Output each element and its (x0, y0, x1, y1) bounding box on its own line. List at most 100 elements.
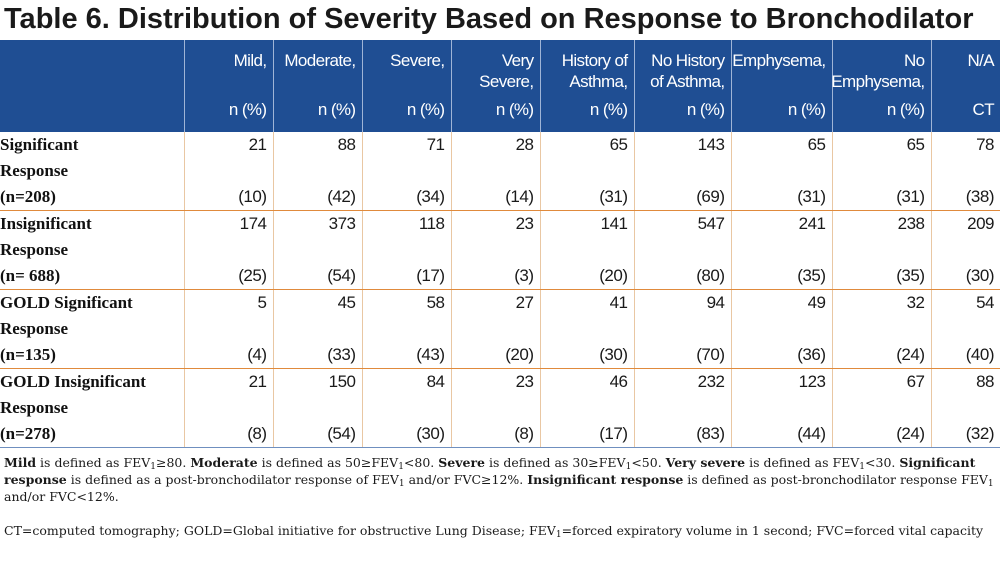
subscript: 1 (398, 462, 404, 472)
cell-percent: (30) (416, 424, 445, 443)
definition-text: is defined as FEV (36, 455, 151, 470)
cell-count: 49 (807, 293, 826, 312)
cell-percent: (80) (696, 266, 725, 285)
cell-count: 54 (976, 293, 994, 312)
cell-count: 21 (248, 135, 267, 154)
cell-count: 32 (906, 293, 925, 312)
cell-count: 174 (239, 214, 267, 233)
cell-percent: (34) (416, 187, 445, 206)
data-cell: 58 (43) (361, 289, 451, 369)
data-cell: 65 (31) (730, 132, 832, 211)
header-stub (0, 40, 184, 132)
definition-text: is defined as a post-bronchodilator resp… (66, 472, 399, 487)
row-label-line: Significant (0, 135, 79, 154)
definition-text: <50. (631, 455, 666, 470)
cell-count: 209 (967, 214, 994, 233)
cell-count: 241 (798, 214, 826, 233)
data-cell: 174 (25) (183, 210, 273, 290)
column-header-line1: Very (501, 51, 534, 70)
definition-text: is defined as 50≥FEV (257, 455, 399, 470)
cell-count: 78 (976, 135, 994, 154)
definition-text: and/or FVC<12%. (4, 489, 119, 504)
cell-percent: (42) (327, 187, 356, 206)
row-label: GOLD Significant Response (n=135) (0, 289, 184, 369)
column-header-line1: Mild, (233, 51, 268, 70)
severity-table: Mild, n (%) Moderate, n (%) Severe, n (%) V… (0, 40, 1000, 448)
cell-count: 28 (515, 135, 534, 154)
subscript: 1 (555, 530, 562, 540)
cell-percent: (10) (238, 187, 267, 206)
header-row: Mild, n (%) Moderate, n (%) Severe, n (%) V… (0, 40, 1000, 132)
cell-percent: (44) (797, 424, 826, 443)
cell-percent: (20) (599, 266, 628, 285)
cell-count: 150 (328, 372, 356, 391)
cell-percent: (17) (416, 266, 445, 285)
cell-count: 45 (337, 293, 356, 312)
cell-count: 141 (600, 214, 628, 233)
row-label: Significant Response (n=208) (0, 132, 184, 211)
data-cell: 209 (30) (930, 210, 1000, 290)
subscript: 1 (625, 462, 632, 472)
column-header: History of Asthma, n (%) (539, 40, 634, 132)
table-body: Significant Response (n=208) 21 (10) 88 (42)… (0, 132, 1000, 448)
cell-count: 65 (807, 135, 826, 154)
cell-count: 58 (426, 293, 445, 312)
data-cell: 27 (20) (450, 289, 540, 369)
cell-percent: (4) (247, 345, 267, 364)
table-header: Mild, n (%) Moderate, n (%) Severe, n (%) V… (0, 40, 1000, 132)
column-header-line2: Asthma, (569, 72, 628, 91)
cell-count: 88 (337, 135, 356, 154)
data-cell: 547 (80) (633, 210, 731, 290)
column-header-line1: History of (561, 51, 628, 70)
cell-count: 232 (697, 372, 725, 391)
data-cell: 65 (31) (539, 132, 634, 211)
cell-percent: (33) (327, 345, 356, 364)
data-cell: 21 (8) (183, 368, 273, 448)
subscript: 1 (987, 479, 994, 489)
column-header: Emphysema, n (%) (730, 40, 832, 132)
cell-count: 27 (515, 293, 534, 312)
cell-count: 373 (328, 214, 356, 233)
cell-percent: (54) (327, 424, 356, 443)
cell-count: 46 (609, 372, 628, 391)
column-header-line1: Moderate, (284, 51, 356, 70)
row-label-line: (n=278) (0, 424, 56, 443)
subscript: 1 (859, 462, 866, 472)
row-label-line: Response (0, 398, 69, 417)
cell-count: 238 (897, 214, 925, 233)
cell-percent: (8) (247, 424, 267, 443)
cell-percent: (35) (797, 266, 826, 285)
cell-percent: (32) (965, 424, 995, 443)
row-label-line: Response (0, 319, 69, 338)
cell-percent: (43) (416, 345, 445, 364)
data-cell: 141 (20) (539, 210, 634, 290)
data-cell: 46 (17) (539, 368, 634, 448)
cell-percent: (38) (965, 187, 995, 206)
term-moderate: Moderate (190, 455, 258, 470)
cell-percent: (69) (696, 187, 725, 206)
column-header: Severe, n (%) (361, 40, 451, 132)
term-significant-response: Significant response (4, 455, 976, 487)
definition-text: is defined as post-bronchodilator respon… (683, 472, 988, 487)
cell-percent: (31) (896, 187, 925, 206)
cell-count: 67 (906, 372, 925, 391)
column-header-line1: Emphysema, (732, 51, 826, 70)
data-cell: 71 (34) (361, 132, 451, 211)
table-row: Insignificant Response (n= 688) 174 (25) 37… (0, 210, 1000, 290)
definition-text: <30. (865, 455, 896, 470)
table-footnotes: Mild is defined as FEV1≥80. Moderate is … (4, 454, 996, 540)
abbreviations: CT=computed tomography; GOLD=Global init… (4, 522, 996, 540)
column-header: Mild, n (%) (183, 40, 273, 132)
data-cell: 45 (33) (272, 289, 362, 369)
data-cell: 150 (54) (272, 368, 362, 448)
cell-percent: (54) (327, 266, 356, 285)
term-mild: Mild (4, 455, 37, 470)
term-insignificant-response: Insignificant response (527, 472, 684, 487)
column-header: Moderate, n (%) (272, 40, 362, 132)
column-header-line1: No (903, 51, 925, 70)
table-title: Table 6. Distribution of Severity Based … (4, 3, 974, 35)
column-header-line3: n (%) (787, 100, 826, 119)
definition-text: <80. (403, 455, 439, 470)
row-label-line: Response (0, 161, 69, 180)
cell-percent: (30) (965, 266, 995, 285)
